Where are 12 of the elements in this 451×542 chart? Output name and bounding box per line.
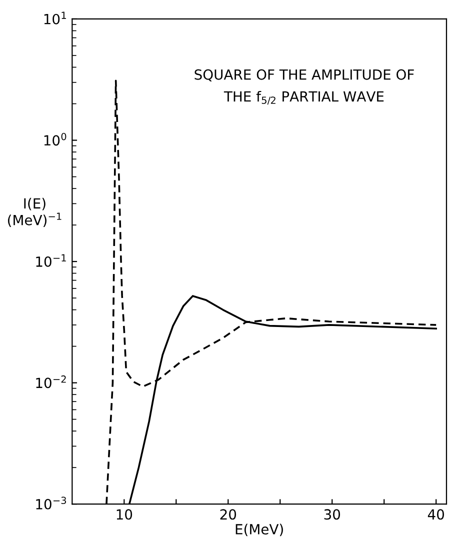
y-tick-label: 10$^{0}$: [44, 132, 66, 146]
y-tick-label: 10$^{1}$: [44, 12, 66, 24]
x-tick-label: 10: [116, 509, 132, 520]
x-tick-label: 40: [428, 509, 444, 520]
x-axis-title: E(MeV): [236, 524, 283, 536]
y-tick-label: 10$^{−1}$: [36, 254, 66, 267]
text: SQUARE OF THE AMPLITUDE OF THE f$_{5/2}$ PARTIAL WAVE: [194, 69, 414, 105]
x-tick-label: 30: [324, 509, 340, 520]
x-tick-label: 20: [220, 509, 236, 520]
y-axis-title: I(E) (MeV)$^{−1}$: [8, 198, 62, 227]
y-tick-label: 10$^{−2}$: [36, 375, 66, 388]
y-tick-label: 10$^{−3}$: [36, 496, 66, 510]
